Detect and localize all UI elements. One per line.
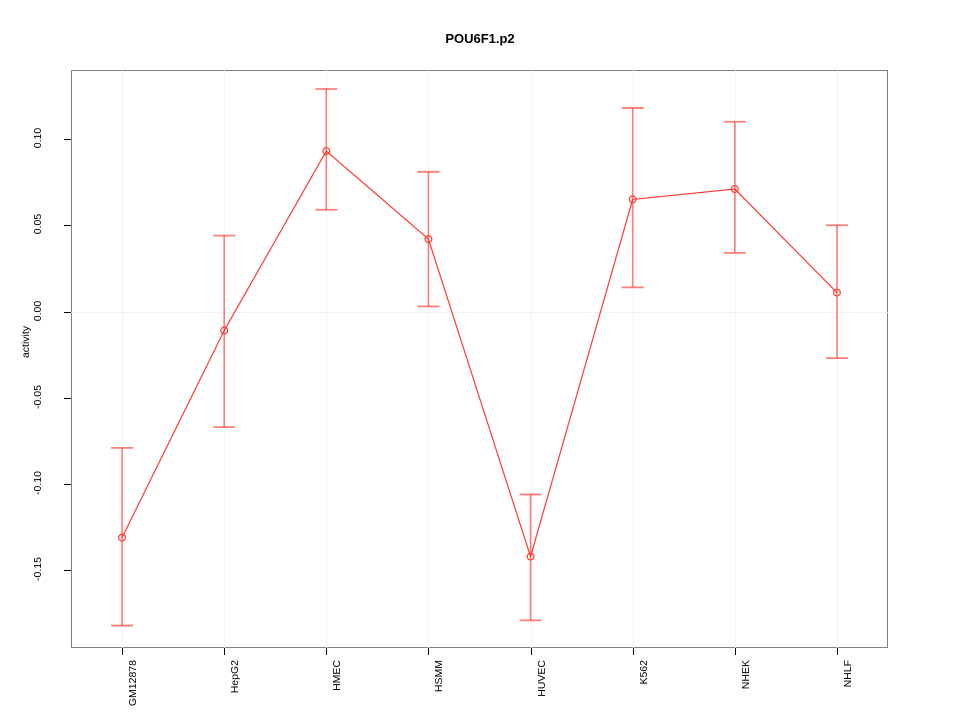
x-axis-tick: [530, 648, 532, 655]
y-axis-tick-label: 0.05: [32, 214, 44, 235]
x-axis-tick-label: GM12878: [127, 660, 140, 707]
y-axis-tick: [64, 311, 71, 313]
x-axis-tick: [122, 648, 124, 655]
y-axis-label: activity: [20, 325, 32, 359]
plot-area: [71, 70, 888, 648]
x-axis-tick-label: HepG2: [229, 660, 242, 694]
y-axis-tick-label: -0.10: [32, 471, 44, 496]
x-axis-tick-label: HSMM: [433, 660, 446, 693]
gridline-vertical: [632, 70, 634, 648]
x-axis-tick: [326, 648, 328, 655]
gridline-vertical: [734, 70, 736, 648]
x-axis-tick-label: K562: [637, 660, 650, 685]
plot-frame: [71, 70, 888, 648]
x-axis-tick-label: NHLF: [841, 660, 854, 688]
y-axis-tick-label: 0.10: [32, 127, 44, 149]
x-axis-tick-label: HUVEC: [535, 660, 548, 697]
y-axis-tick-label: 0.00: [32, 300, 44, 321]
gridline-vertical: [836, 70, 838, 648]
y-axis-tick: [64, 570, 71, 572]
y-axis-tick: [64, 484, 71, 486]
gridline-vertical: [428, 70, 430, 648]
x-axis-tick: [224, 648, 226, 655]
gridline-vertical: [224, 70, 226, 648]
y-axis-tick: [64, 225, 71, 227]
y-axis-tick-label: -0.05: [32, 384, 44, 409]
gridline-horizontal: [71, 311, 888, 313]
x-axis-tick: [428, 648, 430, 655]
gridline-vertical: [122, 70, 124, 648]
x-axis-tick: [632, 648, 634, 655]
x-axis-tick-label: HMEC: [331, 660, 344, 691]
x-axis-tick: [836, 648, 838, 655]
x-axis-tick-label: NHEK: [739, 660, 752, 690]
y-axis-tick-label: -0.15: [32, 557, 44, 582]
gridline-vertical: [530, 70, 532, 648]
chart-title: POU6F1.p2: [445, 31, 515, 46]
gridline-vertical: [326, 70, 328, 648]
y-axis-tick: [64, 397, 71, 399]
y-axis-tick: [64, 139, 71, 140]
x-axis-tick: [734, 648, 736, 655]
